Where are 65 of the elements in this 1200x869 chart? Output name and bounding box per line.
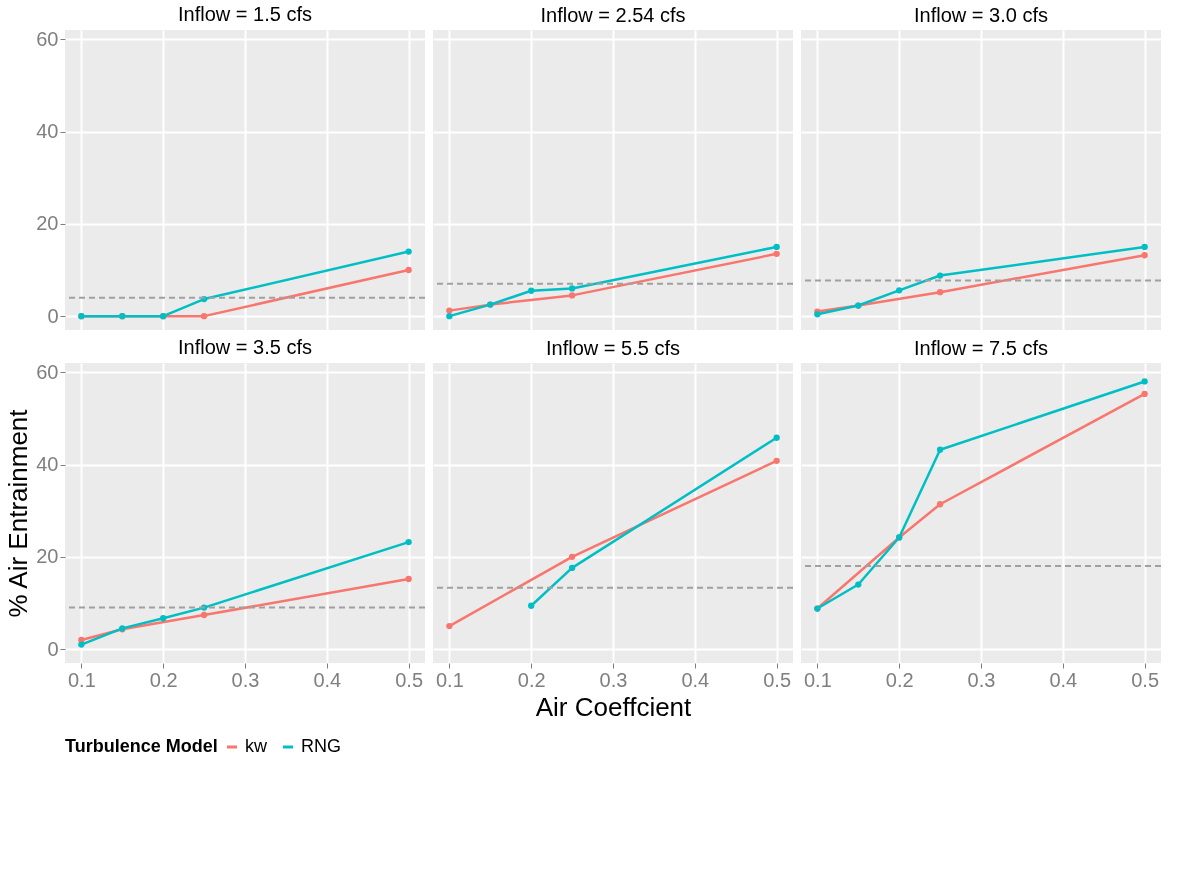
point <box>568 564 576 572</box>
point <box>200 611 208 619</box>
x-tick-label: 0.2 <box>885 668 914 691</box>
y-tick-label: 60 <box>36 27 59 50</box>
y-tick-label: 0 <box>47 637 59 660</box>
chart-title: Inflow = 2.54 cfs <box>540 4 686 26</box>
legend-label: kw <box>245 736 268 756</box>
y-tick-label: 20 <box>36 212 59 235</box>
point <box>200 313 208 320</box>
x-tick-label: 0.2 <box>517 668 546 691</box>
point <box>405 248 412 255</box>
point <box>528 602 535 609</box>
x-tick-label: 0.3 <box>231 668 260 691</box>
point <box>936 272 944 279</box>
x-tick-label: 0.3 <box>967 668 996 691</box>
x-tick-label: 0.4 <box>1049 668 1078 691</box>
chart-title: Inflow = 3.5 cfs <box>178 336 312 359</box>
x-tick-label: 0.1 <box>67 668 96 691</box>
point <box>773 250 780 257</box>
point <box>1141 243 1148 251</box>
point <box>773 434 780 441</box>
x-tick-label: 0.1 <box>803 668 832 691</box>
x-tick-label: 0.5 <box>395 668 424 691</box>
y-axis-title: % Air Entrainment <box>3 408 34 618</box>
point <box>405 266 412 274</box>
point <box>405 575 412 583</box>
point <box>773 457 780 464</box>
point <box>773 243 780 251</box>
x-tick-label: 0.4 <box>681 668 710 691</box>
y-tick-label: 40 <box>36 453 59 476</box>
point <box>1141 378 1148 385</box>
chart-title: Inflow = 3.0 cfs <box>914 4 1048 26</box>
y-tick-label: 0 <box>47 304 59 327</box>
point <box>568 285 576 292</box>
point <box>160 615 167 622</box>
legend-label: RNG <box>301 736 341 756</box>
point <box>936 446 944 453</box>
chart-title: Inflow = 7.5 cfs <box>914 337 1048 359</box>
x-tick-label: 0.1 <box>435 668 464 691</box>
point <box>936 501 944 508</box>
point <box>1141 252 1148 259</box>
chart-title: Inflow = 5.5 cfs <box>546 337 680 359</box>
point <box>78 641 85 648</box>
chart-title: Inflow = 1.5 cfs <box>178 3 312 26</box>
point <box>855 581 862 588</box>
point <box>568 553 576 560</box>
y-tick-label: 20 <box>36 545 59 568</box>
point <box>936 289 944 296</box>
point <box>1141 390 1148 398</box>
y-tick-label: 60 <box>36 360 59 383</box>
x-axis-title: Air Coeffcient <box>535 691 693 722</box>
x-tick-label: 0.4 <box>313 668 342 691</box>
point <box>446 307 453 314</box>
y-tick-label: 40 <box>36 120 59 143</box>
point <box>446 622 453 630</box>
legend-title: Turbulence Model <box>65 736 218 756</box>
point <box>528 287 535 294</box>
point <box>568 292 576 299</box>
point <box>896 287 903 294</box>
x-tick-label: 0.2 <box>149 668 178 691</box>
x-tick-label: 0.5 <box>763 668 792 691</box>
point <box>446 313 453 320</box>
x-tick-label: 0.5 <box>1131 668 1160 691</box>
point <box>405 538 412 546</box>
x-tick-label: 0.3 <box>599 668 628 691</box>
